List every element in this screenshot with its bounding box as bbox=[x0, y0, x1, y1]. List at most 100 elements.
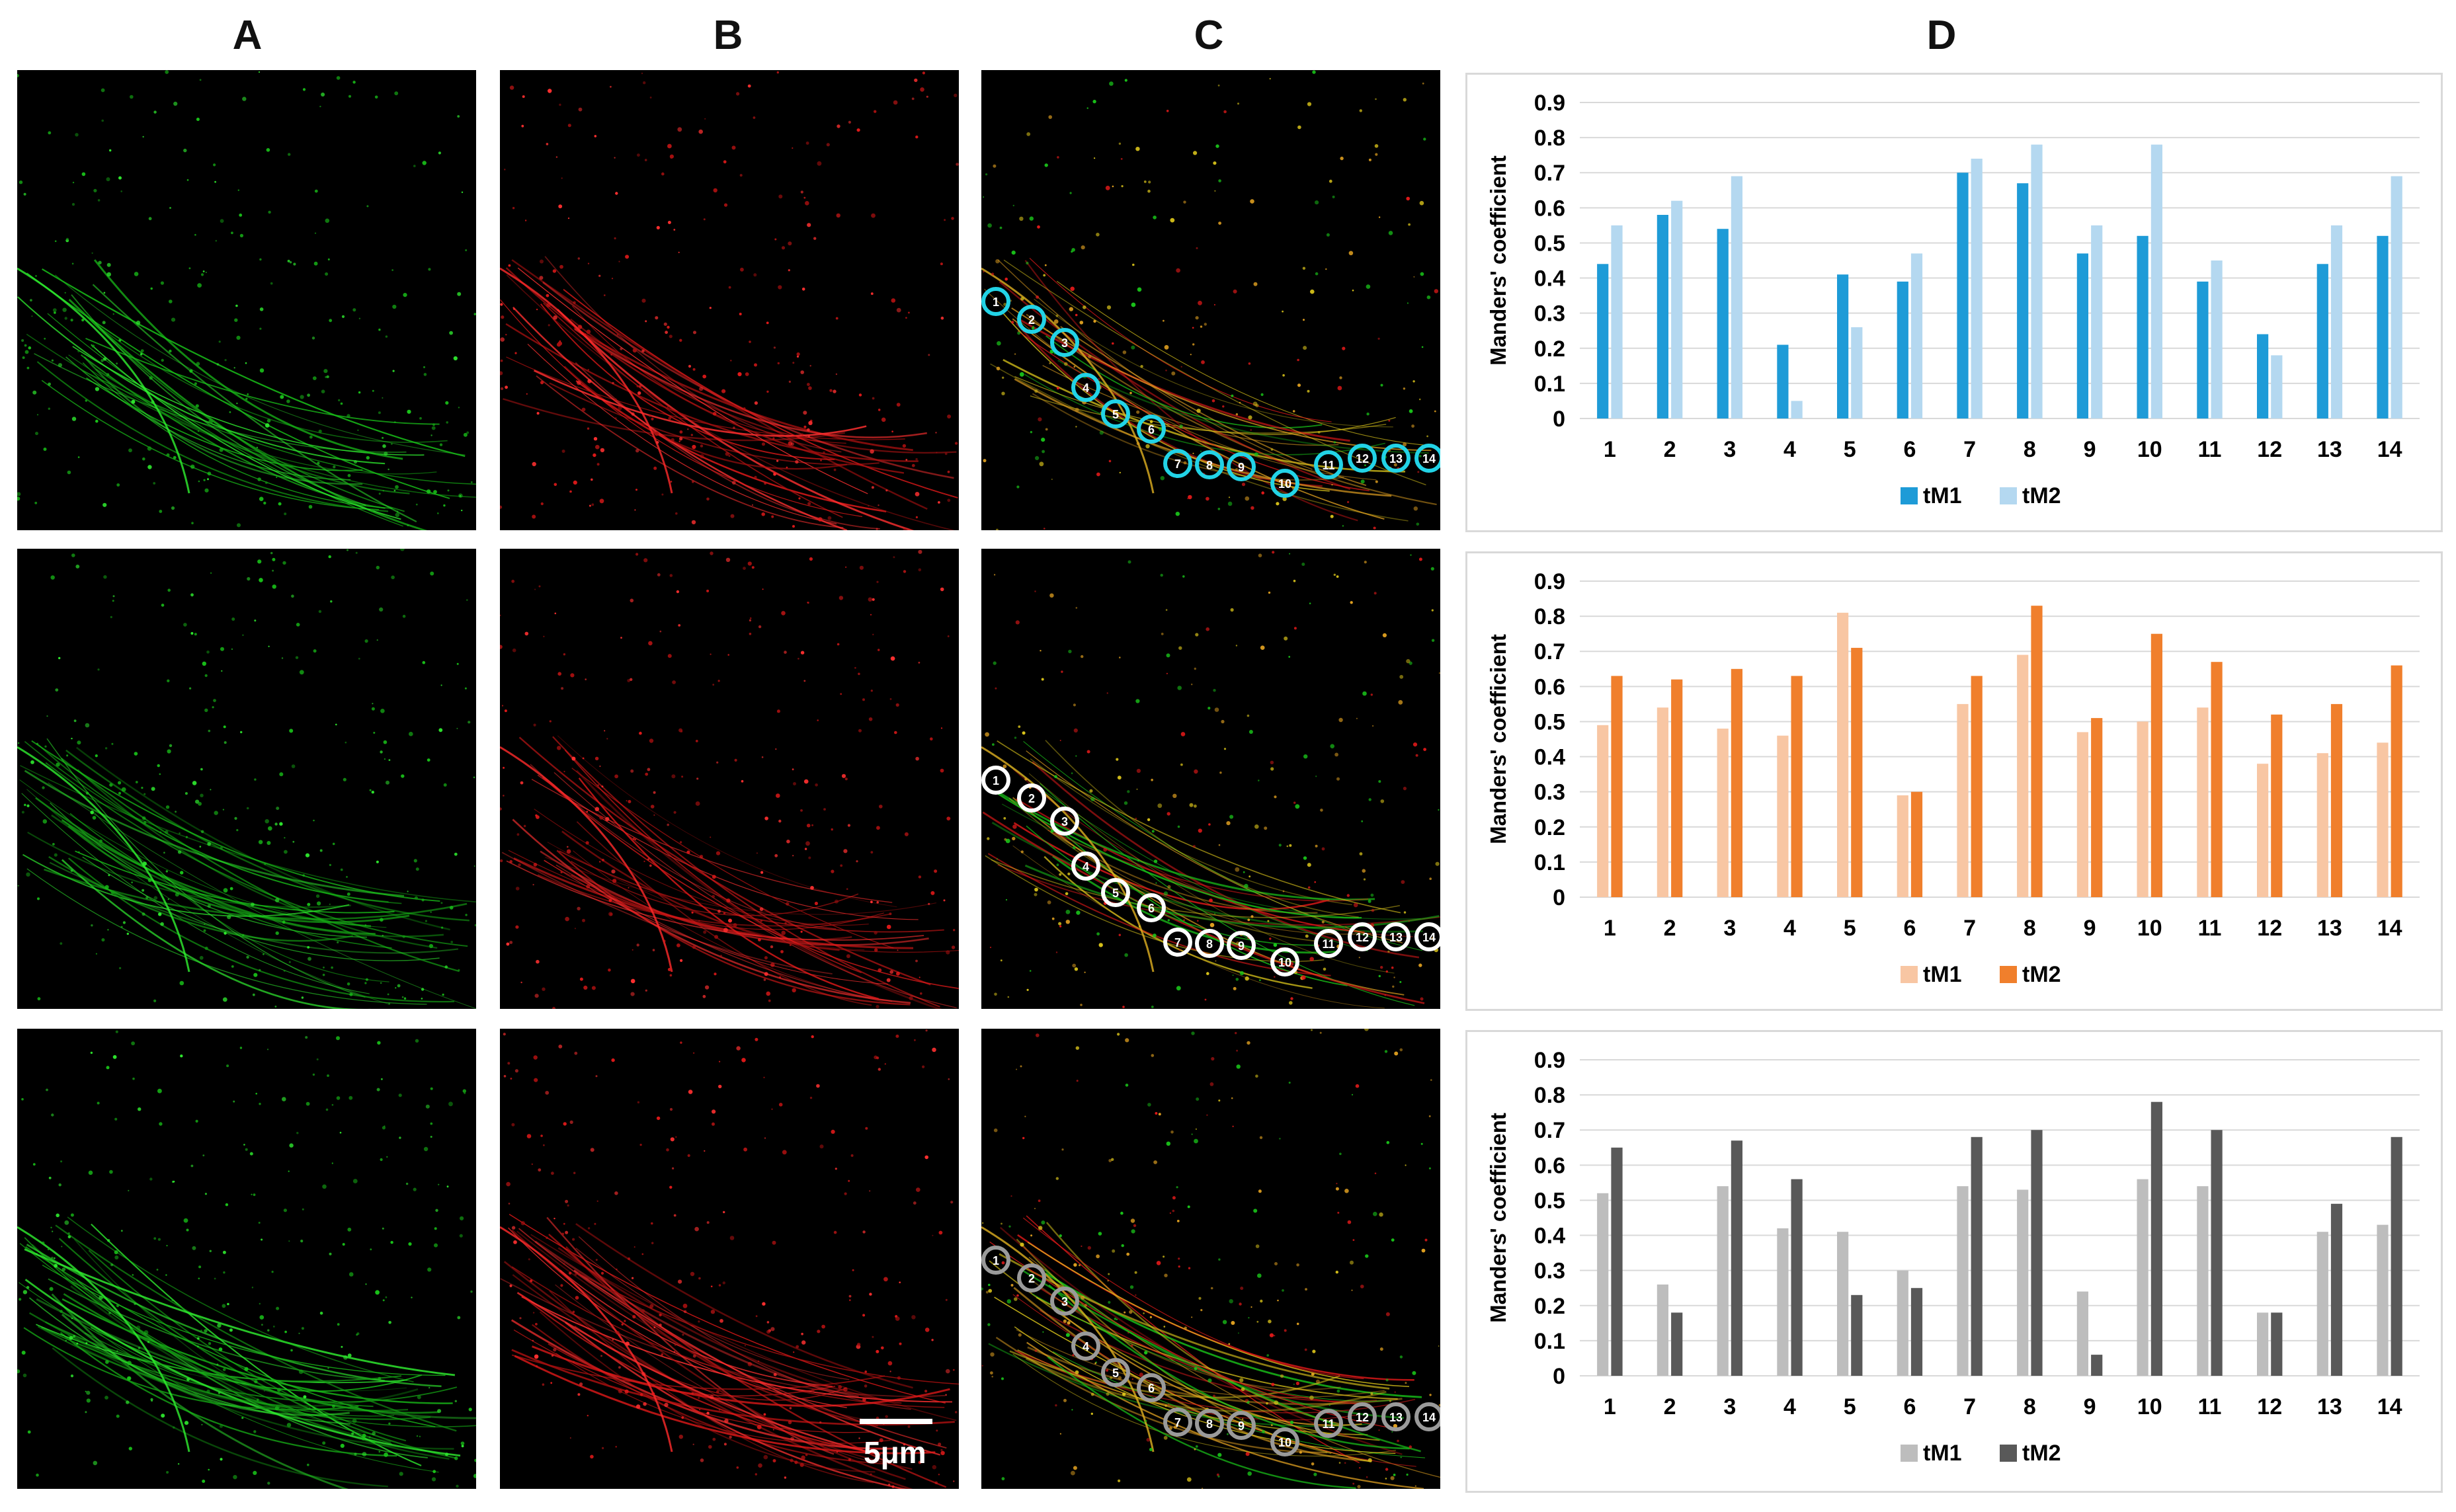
y-axis-label: Manders' coefficient bbox=[1486, 1113, 1510, 1323]
roi-label: 3 bbox=[1061, 337, 1068, 350]
bar-tM2-7 bbox=[1971, 676, 1983, 897]
roi-circle-1: 1 bbox=[981, 1246, 1010, 1275]
roi-label: 3 bbox=[1061, 1295, 1068, 1308]
bar-tM1-5 bbox=[1837, 612, 1849, 897]
roi-label: 9 bbox=[1238, 1419, 1245, 1433]
roi-label: 4 bbox=[1083, 860, 1089, 873]
y-tick-label: 0.5 bbox=[1534, 231, 1565, 256]
roi-label: 5 bbox=[1112, 1367, 1119, 1380]
bar-tM2-4 bbox=[1791, 401, 1803, 418]
x-tick-label: 5 bbox=[1844, 1394, 1856, 1419]
y-tick-label: 0.4 bbox=[1534, 745, 1565, 770]
bar-tM1-1 bbox=[1597, 264, 1609, 418]
legend-swatch-tM2 bbox=[2000, 966, 2017, 983]
y-tick-label: 0.5 bbox=[1534, 1188, 1565, 1213]
legend-label-tM1: tM1 bbox=[1923, 483, 1962, 508]
roi-circle-3: 3 bbox=[1050, 328, 1079, 357]
roi-circle-5: 5 bbox=[1101, 878, 1130, 907]
y-tick-label: 0.4 bbox=[1534, 1224, 1565, 1249]
roi-label: 5 bbox=[1112, 408, 1119, 421]
bar-tM1-14 bbox=[2377, 742, 2389, 897]
roi-circle-10: 10 bbox=[1270, 947, 1299, 976]
roi-circle-3: 3 bbox=[1050, 1287, 1079, 1316]
bar-tM2-3 bbox=[1731, 176, 1742, 418]
roi-label: 6 bbox=[1148, 902, 1155, 915]
roi-label: 1 bbox=[993, 1254, 999, 1267]
roi-label: 7 bbox=[1174, 458, 1181, 471]
cell-texture bbox=[981, 551, 1440, 1009]
legend-swatch-tM1 bbox=[1901, 487, 1918, 504]
cell-texture bbox=[981, 70, 1438, 530]
x-tick-label: 11 bbox=[2198, 1394, 2222, 1419]
x-tick-label: 2 bbox=[1664, 916, 1676, 941]
x-tick-label: 12 bbox=[2257, 437, 2282, 462]
bar-tM2-14 bbox=[2391, 1136, 2402, 1376]
micrograph-b-row-2 bbox=[500, 549, 959, 1009]
roi-circle-14: 14 bbox=[1414, 922, 1440, 951]
x-tick-label: 4 bbox=[1783, 916, 1796, 941]
x-tick-label: 3 bbox=[1723, 916, 1736, 941]
bar-tM2-13 bbox=[2330, 225, 2343, 418]
x-tick-label: 7 bbox=[1963, 916, 1976, 941]
y-tick-label: 0 bbox=[1553, 407, 1565, 432]
y-tick-label: 0.2 bbox=[1534, 815, 1565, 840]
roi-label: 10 bbox=[1278, 956, 1291, 969]
x-tick-label: 6 bbox=[1903, 1394, 1916, 1419]
cell-texture bbox=[17, 1030, 476, 1489]
x-tick-label: 11 bbox=[2198, 437, 2222, 462]
roi-label: 12 bbox=[1356, 1411, 1369, 1424]
bar-tM1-14 bbox=[2377, 235, 2389, 418]
roi-circle-11: 11 bbox=[1314, 929, 1343, 958]
micrograph-b-row-3 bbox=[500, 1029, 959, 1489]
bar-tM1-14 bbox=[2377, 1224, 2389, 1376]
bar-tM2-5 bbox=[1851, 1294, 1863, 1376]
roi-label: 7 bbox=[1174, 936, 1181, 949]
roi-circle-6: 6 bbox=[1137, 893, 1166, 922]
chart-panel-1: 0 0.1 0.2 0.3 0.4 0.5 0.6 0.7 0.8 0.9 Manders' coe… bbox=[1465, 73, 2443, 532]
bar-tM2-11 bbox=[2211, 662, 2223, 897]
roi-circle-8: 8 bbox=[1195, 929, 1224, 958]
bar-tM2-13 bbox=[2330, 1203, 2343, 1376]
bar-tM2-2 bbox=[1671, 200, 1683, 418]
bar-tM2-2 bbox=[1671, 1312, 1683, 1376]
roi-circle-4: 4 bbox=[1071, 373, 1100, 402]
roi-circle-13: 13 bbox=[1381, 444, 1411, 473]
x-tick-label: 7 bbox=[1963, 1394, 1976, 1419]
roi-circle-3: 3 bbox=[1050, 807, 1079, 836]
bar-tM2-9 bbox=[2091, 718, 2103, 897]
roi-circle-2: 2 bbox=[1017, 305, 1046, 334]
y-tick-label: 0 bbox=[1553, 885, 1565, 910]
bar-tM2-8 bbox=[2031, 144, 2043, 418]
bar-tM1-7 bbox=[1957, 703, 1969, 897]
x-tick-label: 1 bbox=[1604, 916, 1616, 941]
y-tick-label: 0.3 bbox=[1534, 301, 1565, 327]
bar-tM1-13 bbox=[2316, 264, 2328, 418]
micrograph-a-row-2 bbox=[17, 549, 476, 1009]
bar-tM1-8 bbox=[2017, 655, 2029, 897]
bar-tM2-13 bbox=[2330, 703, 2343, 897]
roi-label: 13 bbox=[1389, 1411, 1403, 1424]
y-tick-label: 0.6 bbox=[1534, 196, 1565, 221]
x-tick-label: 9 bbox=[2084, 437, 2096, 462]
roi-circle-7: 7 bbox=[1163, 928, 1192, 957]
scale-bar-line bbox=[860, 1419, 932, 1424]
y-tick-label: 0.9 bbox=[1534, 569, 1565, 594]
bar-tM1-9 bbox=[2076, 1291, 2088, 1376]
bar-tM2-2 bbox=[1671, 679, 1683, 897]
bar-tM2-6 bbox=[1910, 1288, 1923, 1376]
cell-texture bbox=[17, 70, 476, 530]
bar-tM1-3 bbox=[1717, 729, 1729, 897]
x-tick-label: 9 bbox=[2084, 1394, 2096, 1419]
cell-texture bbox=[500, 71, 959, 530]
bar-tM2-8 bbox=[2031, 1130, 2043, 1376]
roi-circle-5: 5 bbox=[1101, 399, 1130, 428]
roi-circle-13: 13 bbox=[1381, 922, 1411, 951]
micrograph-a-row-1 bbox=[17, 70, 476, 530]
x-tick-label: 12 bbox=[2257, 1394, 2282, 1419]
bar-tM1-6 bbox=[1897, 1270, 1908, 1376]
bar-tM1-13 bbox=[2316, 1232, 2328, 1376]
x-tick-label: 12 bbox=[2257, 916, 2282, 941]
panel-label-b: B bbox=[713, 13, 743, 58]
bar-tM1-7 bbox=[1957, 1186, 1969, 1376]
x-tick-label: 6 bbox=[1903, 916, 1916, 941]
